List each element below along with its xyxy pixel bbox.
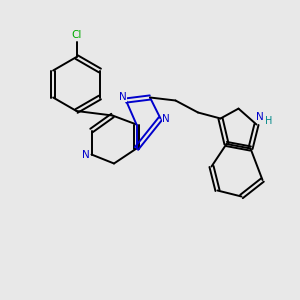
Text: H: H: [266, 116, 273, 126]
Text: N: N: [162, 113, 170, 124]
Text: N: N: [118, 92, 126, 102]
Text: Cl: Cl: [71, 30, 82, 40]
Text: N: N: [82, 149, 90, 160]
Text: N: N: [256, 112, 264, 122]
